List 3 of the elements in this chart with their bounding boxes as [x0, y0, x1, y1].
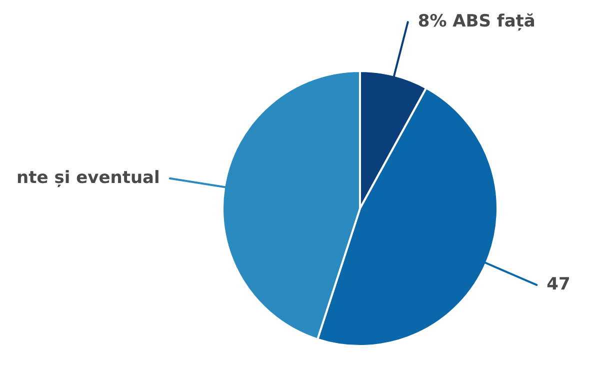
slice-label: 8% ABS față [418, 11, 536, 32]
slice-label: 47 [546, 274, 570, 294]
slice-label: nte și eventual [16, 168, 160, 188]
